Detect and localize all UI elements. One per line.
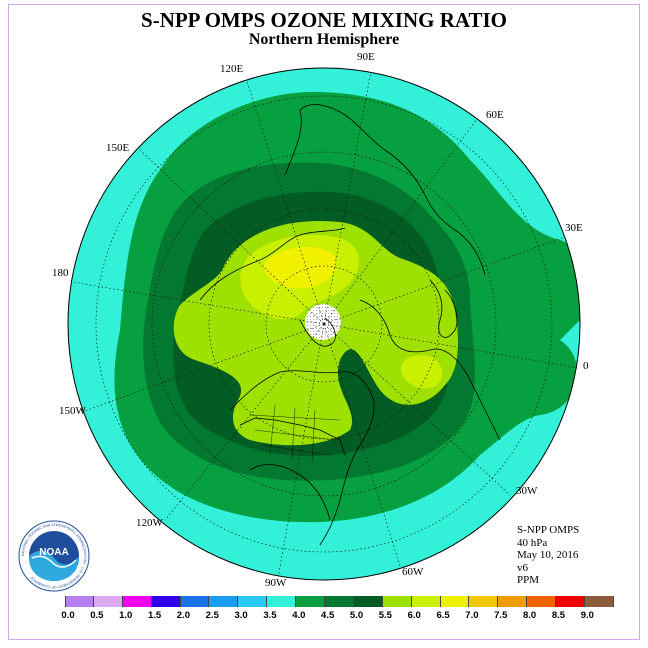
- colorbar-swatch: [556, 596, 586, 607]
- colorbar-tick-label: 2.5: [205, 610, 219, 621]
- colorbar-tick-label: 0.5: [90, 610, 104, 621]
- colorbar-swatch: [93, 596, 123, 607]
- noaa-logo: NOAA NATIONAL OCEANIC AND ATMOSPHERIC AD…: [18, 520, 90, 592]
- lon-label-60e: 60E: [486, 109, 504, 121]
- colorbar-tick-label: 5.5: [378, 610, 392, 621]
- lon-label-30e: 30E: [565, 222, 583, 234]
- lon-label-150e: 150E: [106, 142, 130, 154]
- colorbar-swatch: [411, 596, 441, 607]
- colorbar-swatch: [122, 596, 152, 607]
- lon-label-0: 0: [583, 360, 589, 372]
- colorbar-swatch: [353, 596, 383, 607]
- colorbar-swatch: [180, 596, 210, 607]
- colorbar-swatch: [325, 596, 354, 607]
- colorbar-tick-label: 0.0: [61, 610, 75, 621]
- colorbar-tick-label: 6.5: [436, 610, 450, 621]
- logo-text: NOAA: [39, 547, 68, 558]
- data-version: v6: [517, 561, 528, 574]
- colorbar-swatch: [382, 596, 412, 607]
- polar-no-data: [305, 304, 341, 340]
- lon-label-30w: 30W: [516, 485, 538, 497]
- lon-label-120w: 120W: [136, 517, 163, 529]
- colorbar-swatch: [238, 596, 268, 607]
- product-info: S-NPP OMPS 40 hPa May 10, 2016 v6 PPM: [517, 524, 579, 587]
- colorbar-tick-label: 9.0: [580, 610, 594, 621]
- contour-6-5-7-0: [264, 246, 337, 289]
- colorbar-tick-label: 1.0: [119, 610, 133, 621]
- colorbar-swatch: [585, 596, 614, 607]
- map-border: [67, 67, 581, 581]
- colorbar-tick-label: 7.0: [465, 610, 479, 621]
- colorbar-tick-label: 6.0: [407, 610, 421, 621]
- colorbar: [65, 596, 614, 607]
- colorbar-swatch: [440, 596, 470, 607]
- colorbar-swatch: [209, 596, 239, 607]
- colorbar-tick-labels: 0.0 0.5 1.0 1.5 2.0 2.5 3.0 3.5 4.0 4.5 5.0 5.5 6.0 6…: [0, 610, 648, 624]
- colorbar-tick-label: 1.5: [147, 610, 162, 621]
- colorbar-tick-label: 3.5: [263, 610, 277, 621]
- colorbar-swatch: [498, 596, 528, 607]
- observation-date: May 10, 2016: [517, 549, 579, 561]
- colorbar-tick-label: 4.5: [321, 610, 335, 621]
- colorbar-swatch: [267, 596, 297, 607]
- lon-label-60w: 60W: [402, 566, 424, 578]
- pressure-level: 40 hPa: [517, 536, 548, 549]
- map-title: S-NPP OMPS OZONE MIXING RATIO: [141, 8, 507, 32]
- colorbar-swatch: [296, 596, 326, 607]
- us-borders: [249, 404, 341, 463]
- colorbar-tick-label: 3.0: [234, 610, 248, 621]
- page-frame: [8, 4, 640, 640]
- lon-label-150w: 150W: [59, 405, 86, 417]
- map-subtitle: Northern Hemisphere: [248, 31, 400, 48]
- units-label: PPM: [517, 574, 540, 586]
- colorbar-swatch: [527, 596, 557, 607]
- colorbar-tick-label: 2.0: [176, 610, 190, 621]
- colorbar-tick-label: 8.5: [551, 610, 566, 621]
- colorbar-tick-label: 8.0: [522, 610, 537, 621]
- colorbar-tick-label: 5.0: [349, 610, 364, 621]
- lon-label-90e: 90E: [357, 51, 375, 63]
- lon-label-180: 180: [52, 267, 69, 279]
- colorbar-tick-label: 4.0: [292, 610, 306, 621]
- lon-label-120e: 120E: [220, 63, 244, 75]
- coastlines: [199, 104, 501, 546]
- colorbar-swatch: [151, 596, 181, 607]
- lon-label-90w: 90W: [265, 577, 287, 589]
- colorbar-swatch: [469, 596, 499, 607]
- instrument-name: S-NPP OMPS: [517, 524, 580, 536]
- colorbar-tick-label: 7.5: [494, 610, 508, 621]
- colorbar-swatch: [65, 596, 94, 607]
